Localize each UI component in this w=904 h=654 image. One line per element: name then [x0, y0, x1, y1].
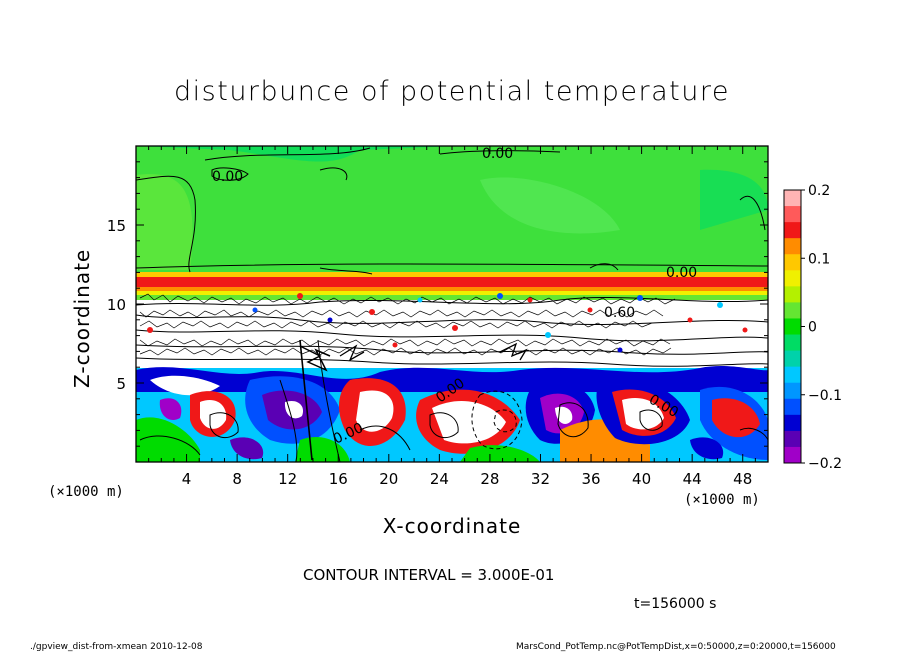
contour-lines [136, 147, 768, 462]
colorbar-segment [784, 238, 801, 255]
contour-label: 0.00 [212, 169, 243, 185]
colorbar-segment [784, 318, 801, 336]
chart-title: disturbunce of potential temperature [174, 76, 730, 107]
y-axis-label: Z-coordinate [70, 248, 94, 388]
footer-left: ./gpview_dist-from-xmean 2010-12-08 [30, 642, 203, 652]
colorbar-segment [784, 222, 801, 239]
x-tick-label: 20 [379, 470, 398, 488]
upper-teal-patch [136, 146, 460, 162]
colorbar-tick-label: −0.2 [808, 456, 842, 472]
band-yellow-top [136, 272, 768, 277]
contour-label: 0.00 [666, 265, 697, 281]
contour-label: 0.60 [604, 305, 635, 321]
colorbar-segment [784, 286, 801, 303]
upper-mid-patch [480, 177, 620, 234]
speckles [147, 293, 748, 353]
x-tick-label: 8 [232, 470, 242, 488]
x-tick-label: 16 [329, 470, 348, 488]
colorbar-segment [784, 414, 801, 432]
colorbar-segment [784, 382, 801, 400]
y-tick-label: 10 [107, 296, 126, 314]
band-red [136, 277, 768, 287]
colorbar-segment [784, 350, 801, 368]
x-axis-unit-right: (×1000 m) [684, 492, 760, 508]
x-tick-label: 48 [733, 470, 752, 488]
band-green [136, 295, 768, 301]
y-axis: 5 10 15 [107, 161, 768, 447]
colorbar-ticks: 0.2 0.1 0 −0.1 −0.2 [801, 183, 842, 472]
x-axis-unit-left: (×1000 m) [48, 484, 124, 500]
contour-label: 0.00 [482, 146, 513, 162]
colorbar-tick-label: 0 [808, 320, 817, 336]
contour-scribbles [139, 293, 676, 372]
x-axis-label: X-coordinate [382, 514, 522, 538]
colorbar-segment [784, 270, 801, 287]
x-tick-label: 32 [531, 470, 550, 488]
footer-right: MarsCond_PotTemp.nc@PotTempDist,x=0:5000… [516, 642, 836, 652]
band-orange [136, 287, 768, 291]
band-yellow [136, 291, 768, 295]
colorbar-segment [784, 190, 801, 207]
x-tick-label: 44 [683, 470, 702, 488]
upper-right-patch [700, 169, 768, 230]
x-tick-label: 4 [182, 470, 192, 488]
white-zone [136, 300, 768, 368]
time-label: t=156000 s [634, 596, 717, 612]
x-tick-label: 40 [632, 470, 651, 488]
colorbar-tick-label: −0.1 [808, 388, 842, 404]
colorbar-segment [784, 446, 801, 464]
colorbar-segment [784, 430, 801, 448]
x-tick-label: 28 [480, 470, 499, 488]
x-tick-label: 36 [581, 470, 600, 488]
colorbar-segment [784, 334, 801, 352]
colorbar [784, 190, 801, 464]
heatmap-field: 0.00 0.00 0.00 0.60 0.00 0.00 0.00 [136, 146, 768, 462]
colorbar-segment [784, 302, 801, 319]
y-tick-label: 15 [107, 217, 126, 235]
colorbar-segment [784, 366, 801, 384]
colorbar-segment [784, 398, 801, 416]
contour-interval: CONTOUR INTERVAL = 3.000E-01 [303, 566, 555, 584]
upper-left-patch [136, 174, 193, 270]
x-axis: 4 8 12 16 20 24 28 32 36 40 44 48 [148, 146, 756, 488]
x-tick-label: 12 [278, 470, 297, 488]
colorbar-segment [784, 206, 801, 223]
x-tick-label: 24 [430, 470, 449, 488]
y-tick-label: 5 [116, 375, 126, 393]
colorbar-segment [784, 254, 801, 271]
colorbar-tick-label: 0.1 [808, 251, 830, 267]
colorbar-tick-label: 0.2 [808, 183, 830, 199]
